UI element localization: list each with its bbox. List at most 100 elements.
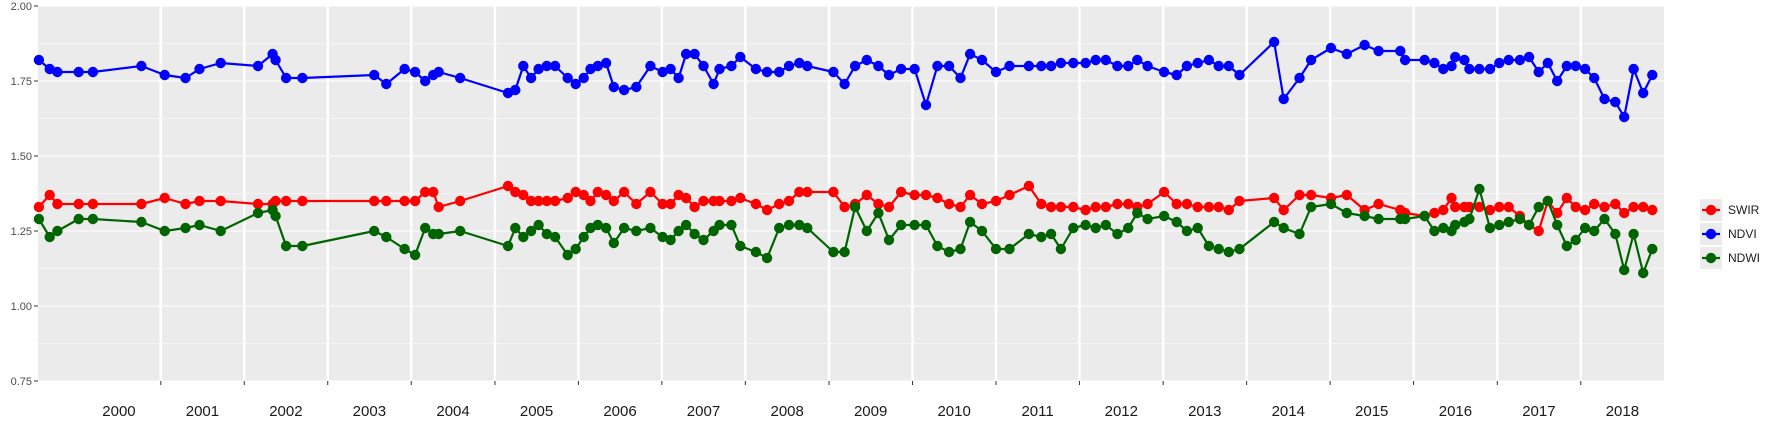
- data-point: [1373, 45, 1384, 57]
- data-point: [381, 195, 392, 207]
- data-point: [1171, 69, 1182, 81]
- data-point: [399, 243, 410, 255]
- data-point: [1090, 222, 1101, 234]
- data-point: [665, 63, 676, 75]
- y-tick-label: 1.50: [11, 151, 32, 163]
- data-point: [873, 60, 884, 72]
- data-point: [1579, 222, 1591, 234]
- data-point: [1438, 63, 1449, 75]
- data-point: [136, 60, 147, 72]
- data-point: [280, 72, 292, 84]
- data-point: [714, 63, 725, 75]
- data-point: [533, 63, 544, 75]
- data-point: [1112, 198, 1123, 210]
- data-point: [518, 189, 529, 201]
- data-point: [932, 240, 943, 252]
- data-point: [1305, 201, 1317, 213]
- data-point: [510, 84, 521, 96]
- data-point: [159, 192, 170, 204]
- y-tick-label: 2.00: [11, 1, 32, 13]
- data-point: [1514, 213, 1526, 225]
- data-point: [1459, 54, 1470, 66]
- data-point: [955, 243, 966, 255]
- series-ndvi: [33, 36, 1658, 123]
- data-point: [1278, 204, 1289, 216]
- x-tick-label: 2012: [1105, 403, 1138, 420]
- data-point: [33, 201, 45, 213]
- x-tick-label: 2002: [269, 403, 302, 420]
- data-point: [828, 186, 839, 198]
- data-point: [1112, 60, 1123, 72]
- data-point: [1589, 72, 1600, 84]
- data-point: [73, 198, 84, 210]
- data-point: [631, 225, 642, 237]
- data-point: [714, 195, 725, 207]
- data-point: [578, 189, 589, 201]
- data-point: [618, 186, 630, 198]
- data-point: [802, 60, 813, 72]
- data-point: [1450, 51, 1461, 63]
- data-point: [399, 63, 410, 75]
- data-point: [657, 198, 668, 210]
- data-point: [1552, 75, 1563, 87]
- data-point: [909, 189, 920, 201]
- data-point: [1484, 204, 1496, 216]
- data-point: [1589, 198, 1600, 210]
- data-point: [502, 240, 514, 252]
- data-point: [1158, 66, 1170, 78]
- data-point: [1192, 222, 1203, 234]
- data-point: [215, 195, 226, 207]
- data-point: [1341, 48, 1353, 60]
- data-point: [52, 66, 63, 78]
- data-point: [1268, 36, 1280, 48]
- data-point: [592, 186, 603, 198]
- data-point: [1294, 72, 1305, 84]
- data-point: [1068, 57, 1079, 69]
- data-point: [1523, 219, 1535, 231]
- data-point: [964, 216, 976, 228]
- data-point: [525, 225, 537, 237]
- data-point: [399, 195, 410, 207]
- data-point: [802, 186, 813, 198]
- data-point: [873, 207, 884, 219]
- data-point: [665, 234, 676, 246]
- data-point: [541, 195, 552, 207]
- data-point: [1484, 63, 1496, 75]
- data-point: [1068, 222, 1079, 234]
- legend-item-ndwi[interactable]: NDWI: [1700, 246, 1770, 270]
- data-point: [409, 249, 421, 261]
- data-point: [433, 201, 444, 213]
- x-tick-label: 2015: [1355, 403, 1388, 420]
- x-tick-label: 2005: [520, 403, 553, 420]
- data-point: [1474, 63, 1485, 75]
- data-point: [180, 198, 191, 210]
- data-point: [1158, 210, 1170, 222]
- data-point: [1213, 60, 1224, 72]
- data-point: [618, 222, 630, 234]
- data-point: [518, 231, 529, 243]
- data-point: [280, 195, 292, 207]
- data-point: [1514, 54, 1526, 66]
- y-tick-label: 1.75: [11, 76, 32, 88]
- data-point: [1341, 207, 1353, 219]
- data-point: [1359, 210, 1370, 222]
- data-point: [180, 222, 191, 234]
- data-point: [525, 72, 537, 84]
- data-point: [1213, 201, 1224, 213]
- data-point: [631, 81, 642, 93]
- data-point: [541, 228, 552, 240]
- legend-item-swir[interactable]: SWIR: [1700, 198, 1770, 222]
- data-point: [52, 198, 63, 210]
- data-point: [1395, 45, 1406, 57]
- data-point: [592, 219, 603, 231]
- data-point: [1647, 204, 1658, 216]
- legend-item-ndvi[interactable]: NDVI: [1700, 222, 1770, 246]
- legend-key-icon: [1700, 247, 1722, 269]
- data-point: [420, 186, 431, 198]
- data-point: [1223, 204, 1235, 216]
- data-point: [1132, 207, 1143, 219]
- data-point: [455, 72, 466, 84]
- data-point: [964, 189, 976, 201]
- data-point: [976, 54, 988, 66]
